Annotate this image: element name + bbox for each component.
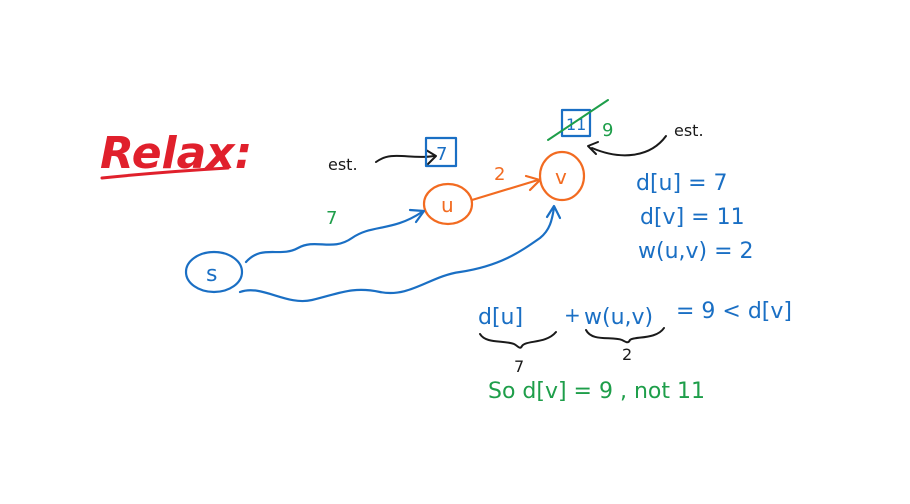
strike-v-old [547, 99, 609, 141]
arrowhead-s-to-u [408, 208, 426, 224]
fact-dv: d[v] = 11 [640, 205, 745, 230]
arrowhead-s-to-v [545, 204, 562, 220]
est-arrowhead-v [587, 141, 599, 155]
node-u [422, 182, 474, 226]
brace-left [479, 331, 557, 349]
node-u-label: u [441, 193, 454, 217]
est-arrow-v [591, 135, 667, 157]
node-v [538, 150, 586, 202]
brace-middle-value: 2 [622, 345, 632, 364]
arrowhead-u-to-v [524, 174, 542, 192]
path-s-to-v [238, 206, 556, 303]
node-s [184, 250, 244, 294]
est-value-v-old: 11 [566, 115, 586, 134]
brace-left-value: 7 [514, 357, 524, 376]
path-s-to-u [244, 210, 424, 264]
ineq-left: d[u] [478, 305, 523, 330]
title-underline [100, 166, 230, 180]
ineq-middle: w(u,v) [584, 305, 653, 330]
fact-du: d[u] = 7 [636, 171, 728, 196]
node-s-label: s [206, 262, 217, 287]
brace-middle [585, 327, 665, 344]
ineq-right: = 9 < d[v] [676, 299, 792, 324]
est-label-v: est. [674, 121, 704, 140]
est-value-u: 7 [436, 144, 447, 165]
edge-u-to-v [470, 178, 540, 202]
est-box-v [560, 108, 592, 138]
node-v-label: v [555, 165, 567, 189]
fact-wuv: w(u,v) = 2 [638, 239, 754, 264]
est-label-u: est. [328, 155, 358, 174]
weight-s-to-u: 7 [326, 208, 337, 229]
weight-u-to-v: 2 [494, 164, 505, 185]
est-value-v-new: 9 [602, 120, 613, 141]
ineq-plus: + [564, 303, 581, 327]
est-arrow-u [375, 154, 435, 163]
est-box-u [424, 136, 458, 168]
est-arrowhead-u [425, 149, 437, 165]
conclusion: So d[v] = 9 , not 11 [488, 379, 705, 404]
